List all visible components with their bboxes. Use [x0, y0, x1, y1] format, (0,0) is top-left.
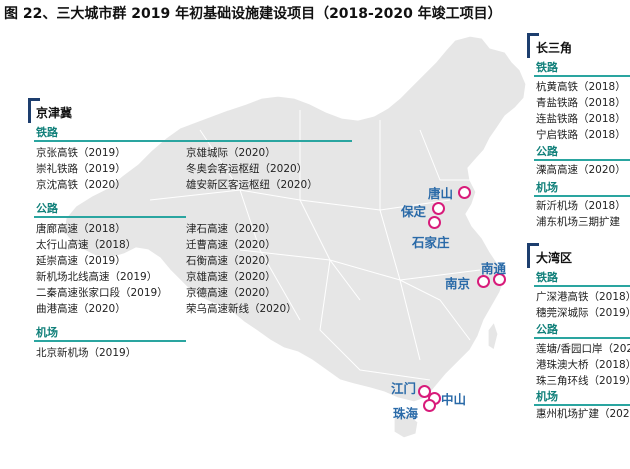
- china-mainland: [63, 35, 527, 403]
- jjj-airport-label: 机场: [36, 326, 58, 339]
- city-label-tangshan: 唐山: [428, 186, 454, 201]
- dwq-road-item: 珠三角环线（2019）: [536, 375, 630, 387]
- city-marker-nanjing: [477, 275, 490, 288]
- jjj-road-item: 曲港高速（2020）: [36, 303, 126, 315]
- taiwan-island: [487, 320, 499, 351]
- dwq-title: 大湾区: [536, 251, 573, 265]
- jjj-rail-item: 京张高铁（2019）: [36, 147, 126, 159]
- city-label-zhongshan: 中山: [441, 392, 467, 407]
- city-marker-nantong: [493, 273, 506, 286]
- city-label-nantong: 南通: [481, 261, 507, 276]
- jjj-title: 京津冀: [36, 106, 73, 120]
- dwq-airport-label: 机场: [536, 390, 558, 403]
- city-marker-zhuhai: [423, 399, 436, 412]
- city-label-nanjing: 南京: [445, 276, 471, 291]
- dwq-airport-line: [534, 404, 630, 406]
- dwq-road-item: 莲塘/香园口岸（2020）: [536, 343, 630, 355]
- jjj-rail-line-right: [184, 140, 352, 142]
- city-label-zhuhai: 珠海: [393, 406, 419, 421]
- jjj-road-item: 新机场北线高速（2019）: [36, 271, 158, 283]
- jjj-road-item: 唐廊高速（2018）: [36, 223, 126, 235]
- dwq-rail-label: 铁路: [536, 271, 558, 284]
- jjj-airport-line: [34, 340, 186, 342]
- csj-title: 长三角: [536, 41, 573, 55]
- city-label-jiangmen: 江门: [391, 381, 417, 396]
- jjj-rail-item: 京沈高铁（2020）: [36, 179, 126, 191]
- city-marker-baoding: [432, 202, 445, 215]
- dwq-rail-item: 穗莞深城际（2019）: [536, 307, 630, 319]
- dwq-panel: 大湾区 铁路 广深港高铁（2018） 穗莞深城际（2019） 公路 莲塘/香园口…: [527, 243, 630, 421]
- dwq-road-line: [534, 337, 630, 339]
- csj-airport-label: 机场: [536, 181, 558, 194]
- jjj-road-line: [34, 216, 186, 218]
- jjj-road-item: 延崇高速（2019）: [36, 255, 126, 267]
- jjj-bracket: [28, 98, 40, 123]
- jjj-rail-label: 铁路: [36, 126, 58, 139]
- dwq-rail-item: 广深港高铁（2018）: [536, 291, 630, 303]
- city-label-baoding: 保定: [401, 204, 427, 219]
- dwq-rail-line: [534, 285, 630, 287]
- jjj-panel: 京津冀 铁路 京张高铁（2019） 崇礼铁路（2019） 京沈高铁（2020） …: [28, 98, 358, 368]
- csj-road-item: 溧高高速（2020）: [536, 164, 626, 176]
- csj-rail-item: 宁启铁路（2018）: [536, 129, 626, 141]
- jjj-rail-item: 崇礼铁路（2019）: [36, 163, 126, 175]
- figure-title: 图 22、三大城市群 2019 年初基础设施建设项目（2018-2020 年竣工…: [4, 6, 502, 22]
- city-marker-tangshan: [458, 186, 471, 199]
- csj-rail-item: 杭黄高铁（2018）: [536, 81, 626, 93]
- dwq-airport-item: 惠州机场扩建（2020）: [536, 408, 630, 420]
- jjj-road-item: 迁曹高速（2020）: [186, 239, 276, 251]
- jjj-road-label: 公路: [36, 202, 58, 215]
- csj-rail-label: 铁路: [536, 61, 558, 74]
- jjj-road-item: 二秦高速张家口段（2019）: [36, 287, 168, 299]
- jjj-road-item: 石衡高速（2020）: [186, 255, 276, 267]
- csj-panel: 长三角 铁路 杭黄高铁（2018） 青盐铁路（2018） 连盐铁路（2018） …: [527, 33, 630, 229]
- hainan-island: [393, 413, 419, 439]
- jjj-airport-item: 北京新机场（2019）: [36, 347, 137, 359]
- csj-airport-item: 新沂机场（2018）: [536, 200, 626, 212]
- csj-rail-item: 青盐铁路（2018）: [536, 97, 626, 109]
- dwq-road-label: 公路: [536, 323, 558, 336]
- jjj-road-item: 太行山高速（2018）: [36, 239, 137, 251]
- jjj-road-item: 京德高速（2020）: [186, 287, 276, 299]
- jjj-rail-item: 京雄城际（2020）: [186, 147, 276, 159]
- csj-airport-line: [534, 195, 630, 197]
- city-label-shijiazhuang: 石家庄: [412, 235, 450, 250]
- jjj-rail-item: 冬奥会客运枢纽（2020）: [186, 163, 308, 175]
- city-marker-jiangmen: [418, 385, 431, 398]
- city-marker-shijiazhuang: [428, 216, 441, 229]
- csj-rail-line: [534, 75, 630, 77]
- jjj-rail-item: 雄安新区客运枢纽（2020）: [186, 179, 318, 191]
- csj-bracket: [527, 33, 539, 58]
- jjj-road-item: 津石高速（2020）: [186, 223, 276, 235]
- csj-airport-item: 浦东机场三期扩建: [536, 216, 620, 228]
- csj-rail-item: 连盐铁路（2018）: [536, 113, 626, 125]
- jjj-rail-line: [34, 140, 186, 142]
- dwq-road-item: 港珠澳大桥（2018）: [536, 359, 630, 371]
- jjj-road-item: 京雄高速（2020）: [186, 271, 276, 283]
- jjj-road-item: 荣乌高速新线（2020）: [186, 303, 297, 315]
- csj-road-line: [534, 159, 630, 161]
- csj-road-label: 公路: [536, 145, 558, 158]
- dwq-bracket: [527, 243, 539, 268]
